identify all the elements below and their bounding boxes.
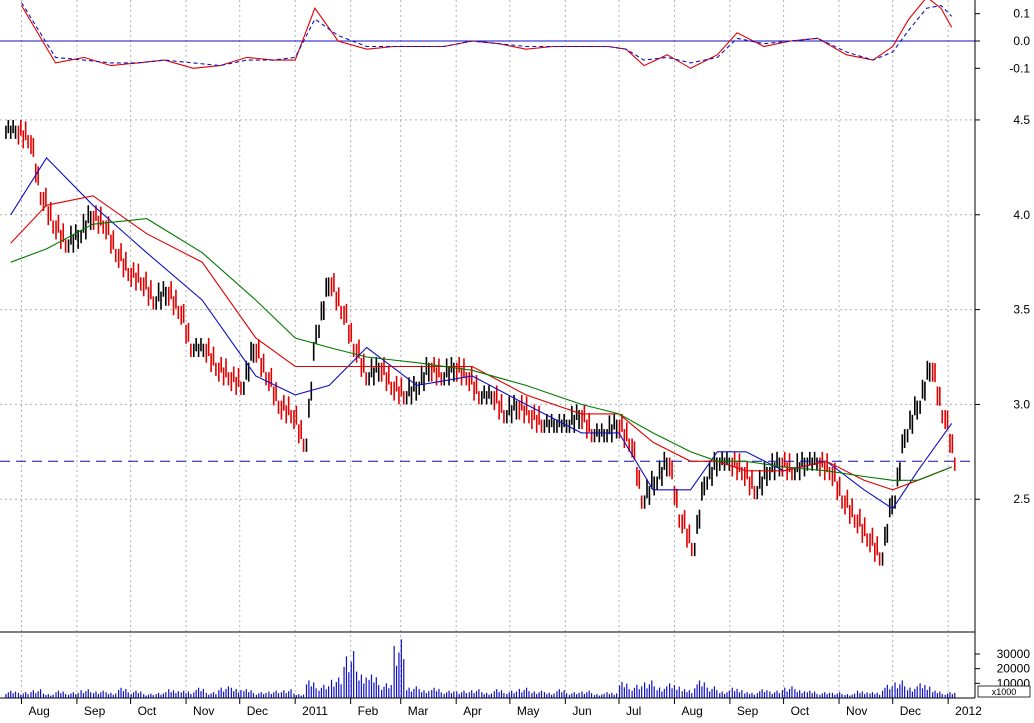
x-tick-label: Sep xyxy=(84,704,106,718)
grid-lines xyxy=(0,0,975,698)
x-tick-label: 2012 xyxy=(955,704,982,718)
price-y-tick-label: 4.5 xyxy=(1013,113,1030,127)
price-y-tick-label: 2.5 xyxy=(1013,492,1030,506)
volume-unit-label: x1000 xyxy=(992,687,1017,697)
moving-average-line-1 xyxy=(10,157,953,510)
moving-average-line-3 xyxy=(10,218,952,481)
x-tick-label: Jul xyxy=(626,704,641,718)
x-tick-label: Sep xyxy=(737,704,759,718)
x-tick-label: Dec xyxy=(247,704,268,718)
oscillator-line-2 xyxy=(21,2,953,67)
x-tick-label: Apr xyxy=(463,704,482,718)
x-tick-label: Feb xyxy=(358,704,379,718)
x-tick-label: Nov xyxy=(846,704,867,718)
price-panel xyxy=(0,119,975,566)
x-tick-label: 2011 xyxy=(302,704,328,718)
x-tick-label: Jun xyxy=(572,704,591,718)
x-tick-label: May xyxy=(517,704,540,718)
x-tick-label: Oct xyxy=(138,704,157,718)
oscillator-y-tick-label: 0.1 xyxy=(1013,7,1030,21)
x-tick-label: Aug xyxy=(681,704,702,718)
volume-y-tick-label: 20000 xyxy=(997,662,1031,676)
volume-y-tick-label: 30000 xyxy=(997,647,1031,661)
price-y-tick-label: 4.0 xyxy=(1013,208,1030,222)
volume-unit-box xyxy=(977,685,1031,698)
price-y-tick-label: 3.0 xyxy=(1013,397,1030,411)
x-tick-label: Mar xyxy=(408,704,429,718)
x-tick-label: Aug xyxy=(28,704,49,718)
oscillator-y-tick-label: 0.0 xyxy=(1013,34,1030,48)
x-tick-label: Dec xyxy=(900,704,921,718)
x-tick-label: Oct xyxy=(791,704,810,718)
volume-panel xyxy=(5,639,956,698)
oscillator-line-1 xyxy=(21,0,953,69)
oscillator-y-tick-label: -0.1 xyxy=(1009,61,1030,75)
moving-average-line-2 xyxy=(10,195,952,491)
oscillator-panel xyxy=(0,0,975,69)
x-tick-label: Nov xyxy=(193,704,214,718)
price-y-tick-label: 3.5 xyxy=(1013,303,1030,317)
